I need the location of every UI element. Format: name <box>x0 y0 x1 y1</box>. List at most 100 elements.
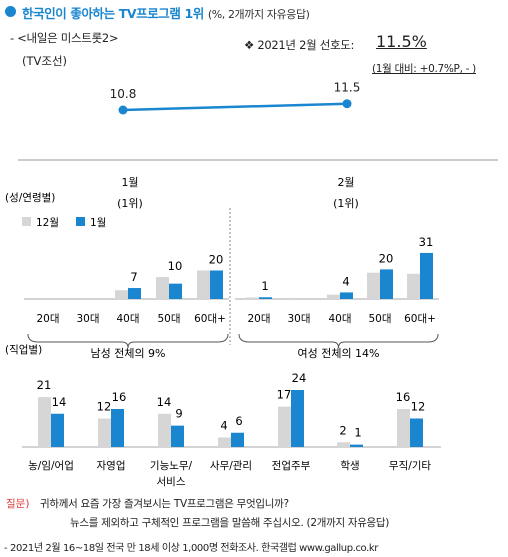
bar-current <box>210 270 223 299</box>
bar-prev <box>218 437 231 447</box>
category-label: 무직/기타 <box>389 460 432 472</box>
bar-current <box>231 432 244 447</box>
bar-value-label: 6 <box>235 414 242 428</box>
bar-value-label: 21 <box>37 378 52 392</box>
category-label: 자영업 <box>97 459 126 472</box>
trend-point-label: 11.5 <box>334 81 361 95</box>
question-label: 질문) <box>6 498 30 510</box>
bar-value-label: 14 <box>157 395 172 409</box>
bar-prev <box>397 409 410 447</box>
bar-prev <box>246 297 259 299</box>
category-label: 서비스 <box>157 476 186 488</box>
category-label: 학생 <box>340 460 359 472</box>
trend-point-label: 10.8 <box>110 87 137 101</box>
legend-label-jan: 1월 <box>90 217 106 229</box>
bar-value-label: 4 <box>342 274 349 288</box>
category-label: 농/임/어업 <box>28 459 74 472</box>
category-label: 40대 <box>116 313 139 325</box>
bar-prev <box>407 273 420 299</box>
bar-current <box>410 418 423 447</box>
legend-swatch-dec <box>22 217 31 226</box>
bar-current <box>259 297 272 299</box>
channel-name: (TV조선) <box>22 54 68 68</box>
bar-value-label: 16 <box>112 390 127 404</box>
question-line-1: 귀하께서 요즘 가장 즐겨보시는 TV프로그램은 무엇입니까? <box>40 498 289 510</box>
category-label: 60대+ <box>404 313 436 325</box>
category-label: 전업주부 <box>272 459 311 472</box>
chart-title: 한국인이 좋아하는 TV프로그램 1위 (%, 2개까지 자유응답) <box>22 3 310 22</box>
bar-current <box>380 269 393 299</box>
chart-title-sub: (%, 2개까지 자유응답) <box>207 8 310 21</box>
category-label: 30대 <box>287 313 310 325</box>
bar-current <box>169 283 182 299</box>
category-label: 20대 <box>247 313 270 325</box>
bar-current <box>171 425 184 447</box>
bar-current <box>420 252 433 299</box>
category-label: 20대 <box>36 313 59 325</box>
group-brace <box>27 333 229 349</box>
category-label: 40대 <box>328 313 351 325</box>
bar-value-label: 12 <box>97 400 112 414</box>
group-label: 남성 전체의 9% <box>90 347 165 360</box>
group-brace <box>238 333 439 349</box>
category-label: 30대 <box>76 313 99 325</box>
month-rank: (1위) <box>333 197 359 210</box>
bar-prev <box>327 294 340 299</box>
trend-line <box>122 102 348 112</box>
bar-prev <box>286 297 299 299</box>
month-rank: (1위) <box>117 197 143 210</box>
bar-prev <box>197 270 210 299</box>
bar-prev <box>337 442 350 447</box>
bar-prev <box>38 397 51 447</box>
legend-swatch-jan <box>76 217 85 226</box>
category-label: 50대 <box>368 313 391 325</box>
monthly-delta: (1월 대비: +0.7%P, - ) <box>372 63 476 75</box>
legend-label-dec: 12월 <box>36 217 59 229</box>
bar-value-label: 17 <box>277 388 292 402</box>
trend-point <box>342 99 352 109</box>
program-name: - <내일은 미스트롯2> <box>10 31 119 45</box>
source-note: - 2021년 2월 16~18일 전국 만 18세 이상 1,000명 전화조… <box>4 543 378 554</box>
group-label: 여성 전체의 14% <box>297 347 379 360</box>
bar-current <box>128 288 141 299</box>
month-header: 2월 <box>337 176 354 189</box>
bar-prev <box>278 406 291 447</box>
question-line-2: 뉴스를 제외하고 구체적인 프로그램을 말씀해 주십시오. (2개까지 자유응답… <box>70 517 390 529</box>
category-label: 사무/관리 <box>210 460 252 472</box>
bar-value-label: 10 <box>168 259 183 273</box>
month-header: 1월 <box>121 176 138 189</box>
section-label-occupation: (직업별) <box>5 343 42 356</box>
bar-value-label: 31 <box>419 235 434 249</box>
bar-value-label: 1 <box>354 426 361 440</box>
preference-value: 11.5% <box>376 32 427 51</box>
bar-value-label: 7 <box>130 270 137 284</box>
bar-current <box>111 409 124 447</box>
bar-value-label: 4 <box>220 419 227 433</box>
bar-current <box>51 413 64 447</box>
category-label: 50대 <box>157 313 180 325</box>
trend-point <box>118 105 128 115</box>
bar-prev <box>156 277 169 299</box>
chart-title-text: 한국인이 좋아하는 TV프로그램 1위 <box>22 6 204 21</box>
bar-current <box>350 444 363 447</box>
category-label: 60대+ <box>194 313 226 325</box>
preference-label: ❖ 2021년 2월 선호도: <box>244 38 355 52</box>
bar-prev <box>367 272 380 299</box>
title-bullet <box>5 6 16 17</box>
bar-value-label: 24 <box>292 371 307 385</box>
section-label-age: (성/연령별) <box>5 192 55 204</box>
bar-value-label: 12 <box>411 400 426 414</box>
bar-prev <box>98 418 111 447</box>
category-label: 기능노무/ <box>150 460 193 472</box>
bar-value-label: 20 <box>209 252 224 266</box>
bar-prev <box>158 413 171 447</box>
bar-value-label: 2 <box>339 423 346 437</box>
bar-value-label: 20 <box>379 251 394 265</box>
bar-value-label: 1 <box>261 279 268 293</box>
bar-value-label: 9 <box>175 407 182 421</box>
bar-value-label: 14 <box>52 395 67 409</box>
bar-value-label: 16 <box>396 390 411 404</box>
bar-current <box>291 390 304 447</box>
bar-current <box>340 292 353 299</box>
